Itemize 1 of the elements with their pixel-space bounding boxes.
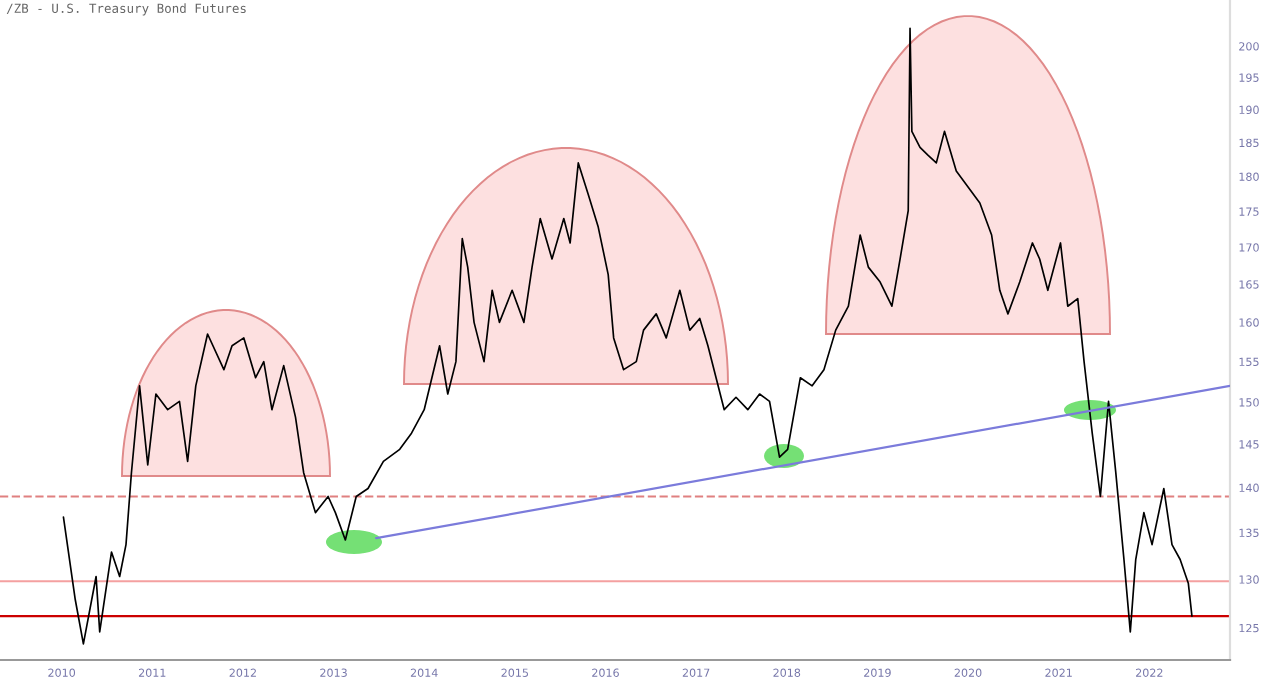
line-series bbox=[62, 27, 1193, 645]
